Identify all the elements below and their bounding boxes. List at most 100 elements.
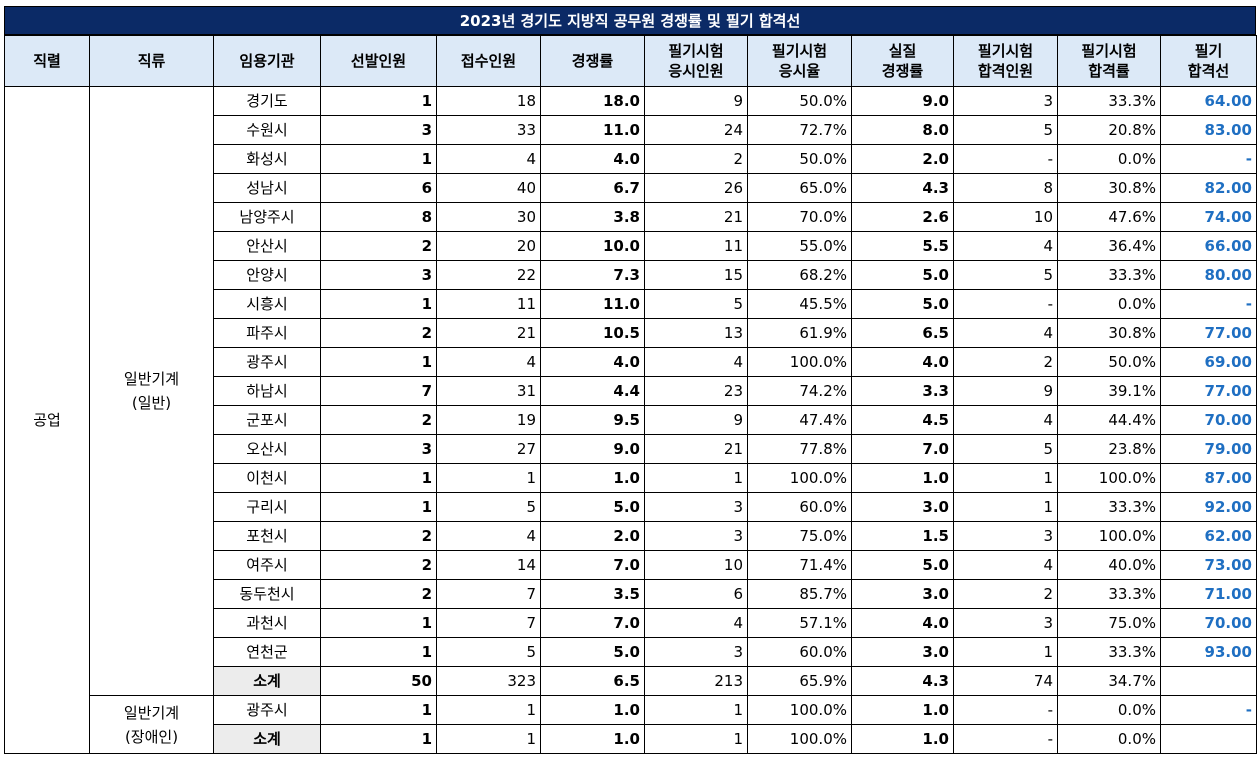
cutoff-score-cell: 70.00 <box>1160 608 1257 638</box>
applicant-count-cell: 21 <box>436 318 541 348</box>
cutoff-score-cell: 92.00 <box>1160 492 1257 522</box>
subtotal-row: 소계 1 1 1.0 1 100.0% 1.0-0.0% <box>5 724 1257 754</box>
competition-rate-cell: 18.0 <box>540 86 645 116</box>
actual-competition-rate-cell: 3.0 <box>851 492 954 522</box>
pass-count-cell: 4 <box>953 405 1058 435</box>
actual-competition-rate-cell: 2.6 <box>851 202 954 232</box>
table-row: 공업 일반기계 (일반) 경기도 1 18 18.0 9 50.0% 9.0 3 33.3% 64.00 <box>4 86 1257 754</box>
pass-rate-cell: 33.3% <box>1057 637 1161 667</box>
category-label: (일반) <box>131 394 172 412</box>
cutoff-score-cell: 80.00 <box>1160 260 1257 290</box>
exam-attendance-rate-cell: 50.0% <box>747 144 852 174</box>
agency-cell: 연천군 <box>213 637 321 667</box>
selected-count-cell: 1 <box>320 695 437 725</box>
applicant-count-cell: 27 <box>436 434 541 464</box>
table-row: 성남시 6 40 6.7 26 65.0% 4.3 8 30.8% 82.00 <box>5 173 1257 203</box>
pass-rate-cell: 75.0% <box>1057 608 1161 638</box>
selected-count-cell: 3 <box>320 260 437 290</box>
actual-competition-rate-cell: 5.5 <box>851 231 954 261</box>
pass-rate-cell: 23.8% <box>1057 434 1161 464</box>
actual-competition-rate-cell: 1.0 <box>851 724 954 754</box>
exam-attendance-rate-cell: 65.0% <box>747 173 852 203</box>
pass-count-cell: 3 <box>953 86 1058 116</box>
exam-attendance-rate-cell: 100.0% <box>747 724 852 754</box>
agency-cell: 안양시 <box>213 260 321 290</box>
exam-attendance-rate-cell: 50.0% <box>747 86 852 116</box>
exam-taker-count-cell: 5 <box>644 289 748 319</box>
exam-taker-count-cell: 9 <box>644 405 748 435</box>
actual-competition-rate-cell: 1.5 <box>851 521 954 551</box>
column-header-label: 합격선 <box>1187 62 1230 80</box>
exam-taker-count-cell: 26 <box>644 173 748 203</box>
selected-count-cell: 2 <box>320 318 437 348</box>
cutoff-score-cell: 62.00 <box>1160 521 1257 551</box>
pass-rate-cell: 30.8% <box>1057 318 1161 348</box>
applicant-count-cell: 30 <box>436 202 541 232</box>
cutoff-score-cell: 79.00 <box>1160 434 1257 464</box>
table-row: 이천시 1 1 1.0 1 100.0% 1.0 1 100.0% 87.00 <box>5 463 1257 493</box>
actual-competition-rate-cell: 9.0 <box>851 86 954 116</box>
column-header-label: 경쟁률 <box>571 52 614 70</box>
exam-attendance-rate-cell: 85.7% <box>747 579 852 609</box>
applicant-count-cell: 5 <box>436 492 541 522</box>
exam-attendance-rate-cell: 60.0% <box>747 637 852 667</box>
actual-competition-rate-cell: 4.0 <box>851 608 954 638</box>
exam-attendance-rate-cell: 65.9% <box>747 666 852 696</box>
cutoff-score-cell <box>1160 724 1257 754</box>
actual-competition-rate-cell: 3.0 <box>851 579 954 609</box>
applicant-count-cell: 1 <box>436 695 541 725</box>
exam-taker-count-cell: 1 <box>644 463 748 493</box>
applicant-count-cell: 18 <box>436 86 541 116</box>
pass-rate-cell: 36.4% <box>1057 231 1161 261</box>
table-row: 여주시 2 14 7.0 10 71.4% 5.0 4 40.0% 73.00 <box>5 550 1257 580</box>
competition-rate-cell: 9.0 <box>540 434 645 464</box>
column-header: 필기시험 합격인원 <box>953 35 1058 87</box>
pass-rate-cell: 20.8% <box>1057 115 1161 145</box>
exam-attendance-rate-cell: 75.0% <box>747 521 852 551</box>
table-row: 화성시 1 4 4.0 2 50.0% 2.0-0.0% - <box>5 144 1257 174</box>
selected-count-cell: 1 <box>320 724 437 754</box>
pass-count-cell: 1 <box>953 463 1058 493</box>
exam-taker-count-cell: 9 <box>644 86 748 116</box>
applicant-count-cell: 4 <box>436 144 541 174</box>
cutoff-score-cell: 77.00 <box>1160 376 1257 406</box>
competition-rate-cell: 4.0 <box>540 144 645 174</box>
column-header-label: 실질 <box>888 42 917 60</box>
pass-count-cell: - <box>953 289 1058 319</box>
pass-rate-cell: 100.0% <box>1057 463 1161 493</box>
column-header: 필기시험 응시율 <box>747 35 852 87</box>
selected-count-cell: 1 <box>320 289 437 319</box>
pass-count-cell: - <box>953 724 1058 754</box>
pass-rate-cell: 33.3% <box>1057 260 1161 290</box>
exam-taker-count-cell: 24 <box>644 115 748 145</box>
column-header-label: 선발인원 <box>350 52 407 70</box>
column-header: 필기 합격선 <box>1160 35 1257 87</box>
pass-rate-cell: 40.0% <box>1057 550 1161 580</box>
selected-count-cell: 3 <box>320 434 437 464</box>
exam-taker-count-cell: 3 <box>644 637 748 667</box>
competition-rate-cell: 3.8 <box>540 202 645 232</box>
agency-cell: 광주시 <box>213 695 321 725</box>
column-header: 임용기관 <box>213 35 321 87</box>
applicant-count-cell: 7 <box>436 608 541 638</box>
competition-table-container: 2023년 경기도 지방직 공무원 경쟁률 및 필기 합격선 직렬 직류 임용기관 선… <box>4 6 1257 754</box>
column-header-label: 접수인원 <box>460 52 517 70</box>
agency-cell: 시흥시 <box>213 289 321 319</box>
competition-rate-cell: 1.0 <box>540 463 645 493</box>
selected-count-cell: 1 <box>320 492 437 522</box>
pass-rate-cell: 33.3% <box>1057 492 1161 522</box>
pass-count-cell: 4 <box>953 231 1058 261</box>
pass-rate-cell: 47.6% <box>1057 202 1161 232</box>
selected-count-cell: 1 <box>320 86 437 116</box>
column-header-label: 필기시험 <box>668 42 724 60</box>
pass-count-cell: 9 <box>953 376 1058 406</box>
pass-rate-cell: 39.1% <box>1057 376 1161 406</box>
competition-rate-cell: 6.7 <box>540 173 645 203</box>
competition-rate-cell: 9.5 <box>540 405 645 435</box>
selected-count-cell: 7 <box>320 376 437 406</box>
competition-rate-cell: 3.5 <box>540 579 645 609</box>
exam-taker-count-cell: 11 <box>644 231 748 261</box>
cutoff-score-cell: 71.00 <box>1160 579 1257 609</box>
table-row: 광주시 1 4 4.0 4 100.0% 4.0 2 50.0% 69.00 <box>5 347 1257 377</box>
cutoff-score-cell: 70.00 <box>1160 405 1257 435</box>
